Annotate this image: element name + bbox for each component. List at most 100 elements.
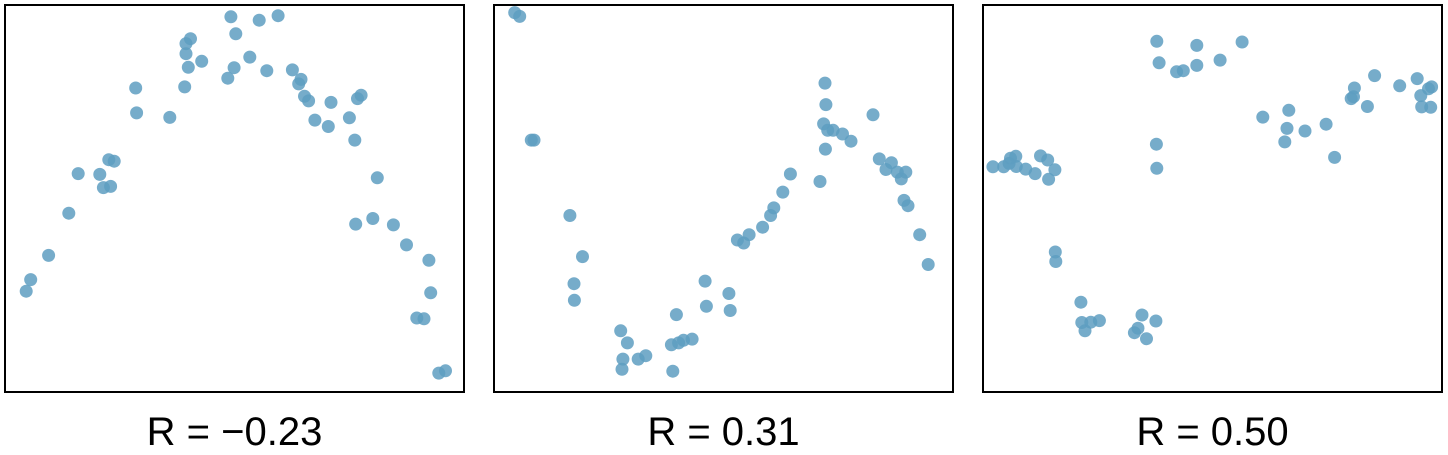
- correlation-label-3: R = 0.50: [1136, 410, 1289, 454]
- data-point: [620, 336, 634, 350]
- data-point: [285, 63, 299, 77]
- data-point: [252, 13, 266, 27]
- data-point: [1092, 314, 1106, 328]
- data-point: [866, 108, 880, 122]
- data-point: [844, 134, 858, 148]
- data-point: [921, 258, 935, 271]
- data-point: [342, 111, 356, 125]
- correlation-label-1: R = −0.23: [146, 410, 323, 454]
- data-point: [901, 199, 915, 213]
- data-point: [1347, 81, 1361, 95]
- data-point: [783, 167, 797, 181]
- data-point: [1190, 58, 1204, 72]
- data-point: [221, 71, 235, 85]
- data-point: [899, 165, 913, 179]
- data-point: [699, 299, 713, 313]
- data-point: [181, 60, 195, 74]
- data-point: [567, 293, 581, 307]
- data-point: [872, 152, 886, 166]
- correlation-label-2: R = 0.31: [647, 410, 800, 454]
- data-point: [1149, 137, 1163, 151]
- data-point: [1256, 110, 1270, 124]
- data-point: [129, 81, 143, 95]
- plot-frame: [982, 4, 1443, 393]
- data-point: [229, 27, 243, 41]
- data-point: [422, 253, 436, 267]
- data-point: [1131, 321, 1145, 335]
- data-point: [1424, 100, 1438, 114]
- data-point: [1282, 103, 1296, 117]
- data-point: [308, 113, 322, 127]
- data-point: [104, 179, 118, 193]
- data-point: [884, 156, 898, 170]
- data-point: [163, 110, 177, 124]
- data-point: [24, 273, 38, 287]
- data-point: [1041, 153, 1055, 167]
- data-point: [400, 238, 413, 252]
- data-point: [669, 308, 683, 322]
- data-point: [130, 106, 144, 120]
- data-point: [1278, 135, 1292, 149]
- data-point: [563, 209, 577, 222]
- data-point: [776, 185, 790, 199]
- data-point: [698, 274, 712, 288]
- data-point: [1048, 245, 1062, 259]
- data-point: [366, 212, 380, 225]
- data-point: [527, 133, 541, 147]
- data-point: [354, 88, 368, 102]
- data-point: [1319, 117, 1333, 131]
- data-point: [224, 10, 238, 24]
- data-point: [439, 364, 452, 378]
- data-point: [722, 287, 736, 300]
- data-point: [424, 286, 438, 300]
- data-point: [1150, 34, 1164, 48]
- data-point: [913, 228, 927, 242]
- data-point: [616, 352, 630, 366]
- data-point: [1176, 64, 1190, 78]
- data-point: [818, 142, 832, 156]
- data-point: [243, 50, 257, 64]
- data-point: [1190, 38, 1204, 52]
- plot-frame: [493, 4, 954, 393]
- scatter-panel-1: R = −0.23: [4, 4, 465, 454]
- data-point: [1149, 314, 1163, 328]
- data-point: [42, 248, 56, 262]
- data-point: [685, 332, 699, 346]
- data-point: [836, 127, 849, 141]
- data-point: [1048, 163, 1062, 177]
- data-point: [1235, 35, 1249, 49]
- data-point: [178, 80, 192, 94]
- data-point: [1009, 149, 1023, 163]
- plot-frame: [4, 4, 465, 393]
- data-point: [93, 167, 107, 181]
- data-point: [62, 206, 76, 220]
- data-point: [1425, 80, 1439, 94]
- data-point: [271, 9, 285, 23]
- data-point: [260, 64, 274, 78]
- data-point: [321, 120, 335, 133]
- data-point: [227, 61, 241, 75]
- data-point: [1410, 72, 1424, 86]
- data-point: [19, 284, 33, 298]
- data-point: [324, 95, 338, 109]
- data-point: [1074, 295, 1088, 309]
- data-point: [349, 217, 363, 231]
- scatter-plot-2: [493, 4, 954, 393]
- data-point: [184, 32, 197, 46]
- data-point: [986, 160, 1000, 174]
- data-point: [615, 362, 629, 376]
- scatter-plot-3: [982, 4, 1443, 393]
- data-point: [348, 133, 362, 147]
- data-point: [195, 54, 209, 68]
- data-point: [723, 304, 737, 317]
- data-point: [1028, 167, 1042, 181]
- data-point: [666, 364, 680, 378]
- data-point: [1213, 53, 1227, 67]
- data-point: [1328, 150, 1342, 164]
- data-point: [819, 98, 833, 112]
- scatter-panel-2: R = 0.31: [493, 4, 954, 454]
- data-point: [302, 94, 316, 108]
- data-point: [614, 324, 628, 338]
- data-point: [1042, 172, 1056, 186]
- data-point: [1360, 100, 1374, 113]
